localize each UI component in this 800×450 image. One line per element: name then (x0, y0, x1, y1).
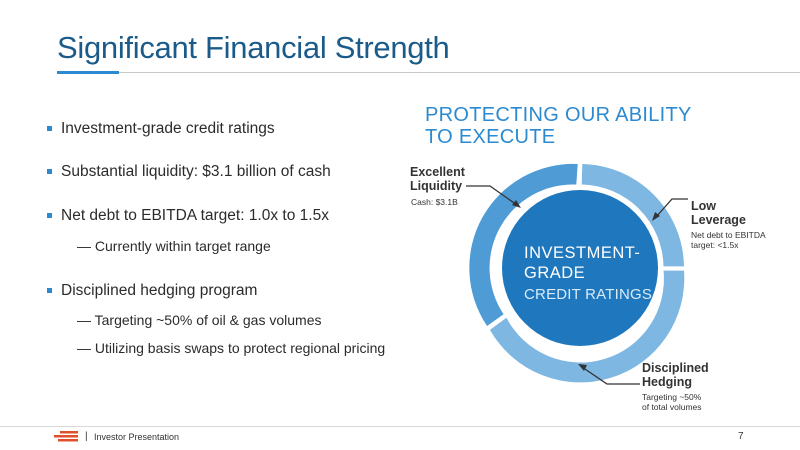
slide-title: Significant Financial Strength (57, 30, 450, 65)
graphic-heading: PROTECTING OUR ABILITY TO EXECUTE (425, 104, 692, 148)
label-leverage-detail: Net debt to EBITDA target: <1.5x (691, 230, 766, 250)
arrowhead-leverage-icon (652, 212, 660, 221)
sub-bullet: — Currently within target range (77, 238, 271, 254)
leader-line-hedging (581, 366, 640, 385)
center-line3: CREDIT RATINGS (524, 286, 652, 303)
center-circle (502, 190, 658, 346)
bullet-text: Disciplined hedging program (61, 282, 258, 299)
title-accent-bar (57, 71, 119, 74)
ring-segment-liquidity (469, 163, 578, 327)
arrowhead-hedging-icon (578, 364, 587, 371)
ring-segment-leverage (581, 164, 684, 267)
ring-segment-hedging (489, 270, 685, 383)
label-hedging-title-line2: Hedging (642, 375, 692, 389)
footer-divider (0, 426, 800, 427)
page-number: 7 (738, 431, 744, 442)
center-line2: GRADE (524, 264, 585, 282)
label-leverage-detail-line2: target: <1.5x (691, 240, 739, 250)
bullet-square-icon (47, 213, 52, 218)
footer-separator: | (85, 431, 88, 442)
label-leverage-title-line2: Leverage (691, 213, 746, 227)
label-hedging-detail-line2: of total volumes (642, 402, 702, 412)
label-hedging-detail: Targeting ~50% of total volumes (642, 392, 702, 412)
label-hedging-detail-line1: Targeting ~50% (642, 392, 702, 402)
label-liquidity-title: Excellent Liquidity (410, 165, 465, 193)
footer-label: Investor Presentation (94, 432, 180, 442)
graphic-heading-line2: TO EXECUTE (425, 126, 556, 148)
bullet-text: Net debt to EBITDA target: 1.0x to 1.5x (61, 207, 329, 224)
bullet-square-icon (47, 126, 52, 131)
company-logo-icon (54, 431, 78, 442)
label-leverage-detail-line1: Net debt to EBITDA (691, 230, 766, 240)
leader-line-liquidity (466, 185, 518, 206)
bullet-text: Substantial liquidity: $3.1 billion of c… (61, 163, 331, 180)
center-line1: INVESTMENT- (524, 244, 640, 262)
title-divider (57, 72, 800, 73)
bullet-square-icon (47, 288, 52, 293)
label-leverage-title-line1: Low (691, 199, 716, 213)
arrowhead-liquidity-icon (512, 200, 521, 208)
sub-bullet: — Utilizing basis swaps to protect regio… (77, 340, 386, 356)
label-liquidity-title-line1: Excellent (410, 165, 465, 179)
bullet-square-icon (47, 169, 52, 174)
label-liquidity-title-line2: Liquidity (410, 179, 463, 193)
bullet-text: Investment-grade credit ratings (61, 120, 275, 137)
label-liquidity-detail: Cash: $3.1B (411, 197, 458, 207)
graphic-heading-line1: PROTECTING OUR ABILITY (425, 104, 692, 126)
label-hedging-title-line1: Disciplined (642, 361, 709, 375)
label-hedging-title: Disciplined Hedging (642, 361, 709, 389)
sub-bullet: — Targeting ~50% of oil & gas volumes (77, 312, 322, 328)
leader-line-leverage (655, 198, 688, 218)
label-leverage-title: Low Leverage (691, 199, 746, 227)
